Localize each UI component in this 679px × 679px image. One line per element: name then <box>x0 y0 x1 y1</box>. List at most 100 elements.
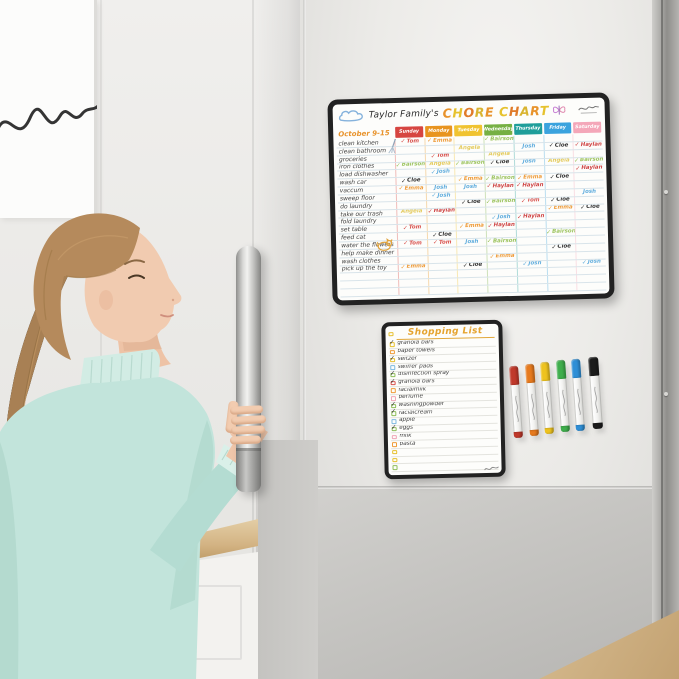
chore-cell <box>575 243 606 251</box>
dry-erase-marker <box>588 356 606 434</box>
assignee-name: Cloe <box>557 244 572 251</box>
item-label: paper towels <box>397 348 435 355</box>
item-checkbox <box>391 434 397 440</box>
assignee-name: Josh <box>522 158 536 165</box>
chore-cell: ✓ Cloe <box>455 199 486 207</box>
chore-table: October 9-15 Sunday Monday Tuesday Wednesday… <box>336 121 607 298</box>
day-header-sunday: Sunday <box>395 126 424 138</box>
marker-end-plug <box>592 422 604 430</box>
cursive-art-doodle <box>0 102 102 131</box>
fridge-side-panel <box>258 440 318 679</box>
handle-seam <box>236 448 261 451</box>
chore-cell: ✓ Emma <box>424 137 454 146</box>
chore-cell <box>427 278 458 287</box>
chore-cell <box>394 153 425 162</box>
chore-cell: ✓ Emma <box>456 222 486 231</box>
girl-eyebrow <box>124 259 145 265</box>
assignee-name: Cloe <box>555 173 570 180</box>
title-checkbox <box>388 331 394 337</box>
assignee-name: Bairson <box>552 228 576 235</box>
chore-cell: ✓ Cloe <box>484 159 515 168</box>
checkmark-icon: ✓ <box>389 368 396 378</box>
dry-erase-marker <box>540 361 558 439</box>
chore-cell <box>576 266 607 275</box>
assignee-name: Cloe <box>438 231 452 238</box>
chore-cell <box>397 271 428 280</box>
chore-cell <box>515 229 546 237</box>
chore-chart-header: Taylor Family's CHORE CHART <box>335 98 602 128</box>
chore-cell: ✓ Emma <box>544 204 575 213</box>
title-letter: T <box>539 102 550 119</box>
assignee-name: Cloe <box>468 262 483 269</box>
checkmark-icon: ✓ <box>432 239 439 247</box>
chore-cell <box>487 277 518 285</box>
checkmark-icon: ✓ <box>574 141 580 149</box>
chore-cell <box>453 136 484 145</box>
item-label: milk <box>399 433 412 439</box>
chore-cell: ✓ Cloe <box>426 231 457 240</box>
checkmark-icon: ✓ <box>430 153 436 161</box>
chore-cell <box>455 215 486 223</box>
marker-barrel <box>556 378 570 427</box>
chore-cell: ✓ Cloe <box>574 204 605 212</box>
chore-cell <box>457 285 488 294</box>
marker-cap <box>571 358 582 379</box>
chore-cell: ✓ Bairson <box>486 237 517 246</box>
chore-cell: ✓ Josh <box>516 260 547 269</box>
chore-cell <box>516 244 546 253</box>
chore-cell: ✓ Haylan <box>573 164 604 173</box>
day-header-tuesday: Tuesday <box>454 124 483 137</box>
item-label: eggs <box>399 425 414 432</box>
item-checkbox: ✓ <box>389 338 395 347</box>
chore-cell <box>396 232 427 240</box>
chore-cell <box>575 227 606 236</box>
title-letter: O <box>463 104 475 121</box>
chore-cell <box>515 205 545 214</box>
checkmark-icon: ✓ <box>432 231 438 239</box>
title-letter: H <box>452 105 464 121</box>
day-header-friday: Friday <box>543 122 572 135</box>
chore-cell <box>486 245 517 254</box>
marker-cap <box>524 363 535 384</box>
fridge-handle[interactable] <box>236 246 261 492</box>
chore-cell: ✓ Josh <box>424 168 455 177</box>
chore-task-label <box>340 288 398 296</box>
checkmark-icon: ✓ <box>573 157 580 165</box>
marker-logo-icon <box>530 393 534 420</box>
item-checkbox: ✓ <box>389 354 395 363</box>
marker-end-plug <box>513 431 524 439</box>
chore-cell: ✓ Emma <box>514 174 545 182</box>
assignee-name: Josh <box>587 258 601 266</box>
checkmark-icon: ✓ <box>458 222 465 231</box>
chore-cell: ✓ Cloe <box>543 142 574 150</box>
marker-barrel <box>572 377 585 426</box>
checkmark-icon: ✓ <box>400 138 406 146</box>
checkmark-icon: ✓ <box>522 260 528 268</box>
fridge-door-edge <box>303 0 306 679</box>
chore-cell <box>575 251 606 259</box>
chore-cell <box>573 172 604 181</box>
chore-cell: ✓ Cloe <box>545 244 576 252</box>
item-checkbox: ✓ <box>390 377 396 386</box>
assignee-name: Emma <box>406 263 426 270</box>
assignee-name: Cloe <box>586 204 600 211</box>
brand-logo-icon <box>578 105 599 114</box>
assignee-name: Cloe <box>556 197 570 204</box>
chore-cell <box>427 270 458 279</box>
checkmark-icon: ✓ <box>486 237 493 245</box>
day-header-saturday: Saturday <box>573 121 602 134</box>
dry-erase-marker <box>555 359 573 437</box>
fridge-lower-door <box>256 489 656 679</box>
marker-logo-icon <box>561 389 565 416</box>
chore-cell <box>516 252 547 261</box>
chore-cell: Angela <box>543 157 574 166</box>
marker-logo-icon <box>545 391 550 418</box>
assignee-name: Emma <box>495 253 515 260</box>
sweater-sleeve <box>150 450 256 572</box>
assignee-name: Tom <box>406 138 420 145</box>
assignee-name: Josh <box>434 184 448 191</box>
chore-cell <box>544 181 575 189</box>
item-label: pasta <box>399 441 416 447</box>
chore-chart-title: CHORE CHART <box>442 103 549 121</box>
chore-cell <box>396 200 426 209</box>
